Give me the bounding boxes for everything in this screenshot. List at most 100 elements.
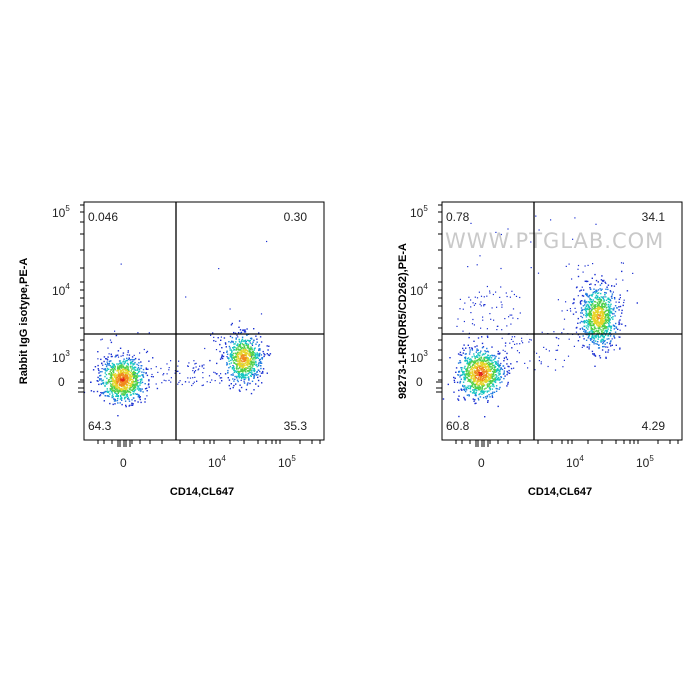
event-dot [106,367,109,370]
event-dot [461,367,463,369]
event-dot [500,368,502,370]
event-dot [583,330,585,333]
event-dot [125,384,128,386]
event-dot [170,377,172,379]
event-dot [258,348,260,350]
event-dot [470,358,472,360]
event-dot [483,366,485,368]
event-dot [457,362,460,364]
event-dot [461,370,463,372]
event-dot [607,301,610,303]
event-dot [500,367,502,369]
event-dot [232,373,234,375]
event-dot [605,282,607,284]
event-dot [234,343,236,345]
event-dot [118,380,120,382]
event-dot [601,307,603,309]
event-dot [117,379,119,381]
event-dot [611,285,613,287]
event-dot [109,381,111,383]
event-dot [588,302,591,304]
event-dot [587,308,589,310]
event-dot [134,386,137,388]
event-dot [250,354,252,356]
event-dot [233,371,235,373]
event-dot [607,319,609,322]
event-dot [609,299,612,302]
event-dot [588,344,591,346]
event-dot [476,297,479,299]
event-dot [104,375,106,378]
event-dot [138,388,140,390]
event-dot [507,228,509,230]
event-dot [459,354,461,356]
event-dot [617,328,619,330]
event-dot [99,379,101,381]
event-dot [528,341,530,343]
y-tick-label: 0 [58,375,65,389]
event-dot [488,367,490,370]
event-dot [256,352,258,354]
event-dot [258,332,260,334]
event-dot [483,379,485,382]
event-dot [604,334,607,336]
event-dot [249,358,252,360]
event-dot [619,323,621,325]
event-dot [127,366,130,368]
event-dot [236,359,238,361]
event-dot [588,308,590,311]
event-dot [251,360,253,362]
event-dot [605,356,607,359]
event-dot [232,355,234,357]
event-dot [123,391,125,394]
event-dot [253,370,256,373]
event-dot [120,355,122,357]
event-dot [600,334,602,337]
event-dot [591,350,594,353]
event-dot [466,394,469,396]
event-dot [591,336,593,338]
event-dot [110,378,112,380]
event-dot [231,367,234,369]
event-dot [461,389,463,391]
event-dot [130,385,132,387]
event-dot [475,391,477,394]
event-dot [476,381,479,383]
event-dot [147,384,150,386]
event-dot [604,313,606,316]
event-dot [115,374,117,377]
event-dot [251,362,253,364]
event-dot [109,393,111,395]
event-dot [124,362,126,364]
event-dot [574,307,576,309]
event-dot [457,399,460,401]
event-dot [471,349,474,351]
event-dot [203,364,205,366]
event-dot [610,296,612,298]
event-dot [515,295,518,297]
event-dot [247,367,249,369]
event-dot [596,307,599,309]
event-dot [482,316,484,318]
event-dot [121,384,123,386]
event-dot [585,311,587,313]
event-dot [122,372,124,374]
event-dot [597,306,600,308]
event-dot [247,359,249,361]
event-dot [110,341,113,344]
event-dot [481,388,484,390]
event-dot [138,387,140,389]
event-dot [221,357,224,360]
event-dot [463,344,465,346]
event-dot [127,367,129,370]
event-dot [251,374,253,376]
event-dot [489,356,491,358]
event-dot [610,312,613,314]
event-dot [589,311,591,314]
event-dot [478,380,480,382]
event-dot [115,380,117,382]
event-dot [259,371,261,373]
event-dot [465,388,468,390]
event-dot [254,352,256,354]
event-dot [128,354,131,356]
